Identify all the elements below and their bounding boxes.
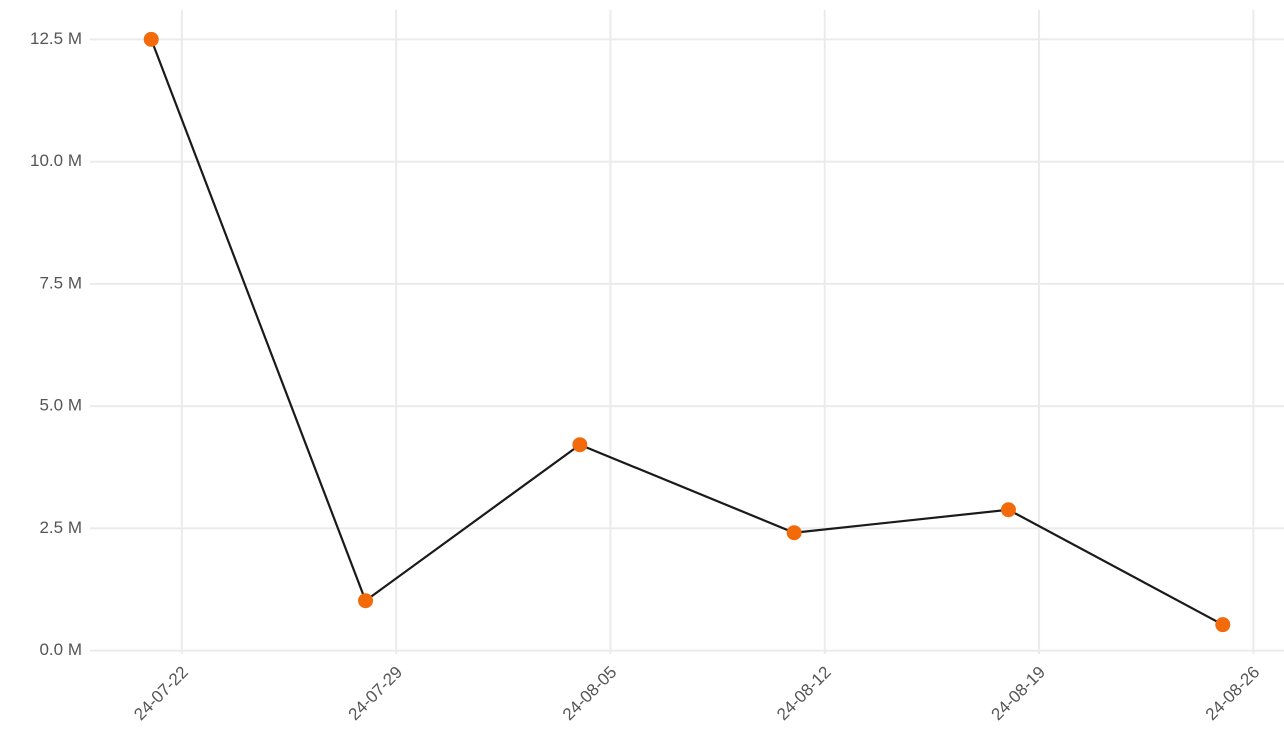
y-tick-label: 0.0 M <box>39 640 82 659</box>
x-tick-label: 24-08-19 <box>988 663 1050 725</box>
x-tick-label: 24-08-12 <box>773 663 835 725</box>
point <box>143 31 159 47</box>
point <box>1215 617 1231 633</box>
point <box>786 525 802 541</box>
point <box>1000 502 1016 518</box>
y-tick-label: 2.5 M <box>39 518 82 537</box>
x-tick-label: 24-07-29 <box>345 663 407 725</box>
y-tick-label: 7.5 M <box>39 273 82 292</box>
x-tick-label: 24-08-05 <box>559 663 621 725</box>
x-tick-label: 24-07-22 <box>130 663 192 725</box>
y-tick-label: 5.0 M <box>39 396 82 415</box>
point <box>572 437 588 453</box>
x-tick-label: 24-08-26 <box>1202 663 1264 725</box>
point <box>358 593 374 609</box>
y-tick-label: 12.5 M <box>30 29 82 48</box>
line <box>150 38 1224 626</box>
y-tick-label: 10.0 M <box>30 151 82 170</box>
